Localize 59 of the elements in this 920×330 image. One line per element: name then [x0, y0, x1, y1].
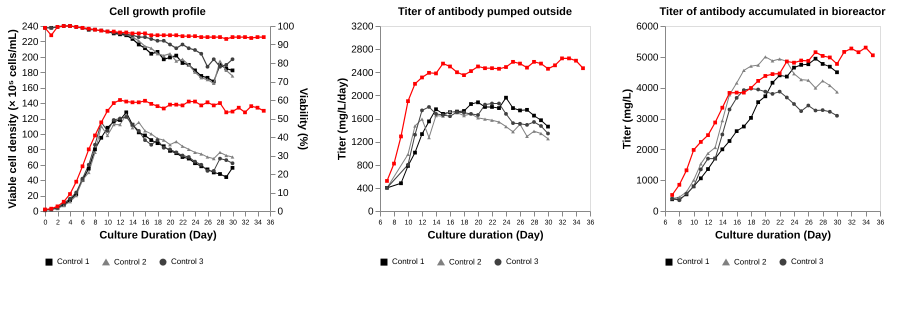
y2-tick-label: 70 — [278, 77, 290, 88]
y-tick-label: 140 — [22, 98, 39, 110]
y-tick-label: 4000 — [636, 83, 659, 94]
legend-label: Control 1 — [677, 257, 710, 266]
y-tick-label: 0 — [652, 206, 659, 218]
y2-tick-label: 50 — [278, 114, 290, 125]
y-tick-label: 6000 — [636, 22, 659, 32]
x-axis-title: Culture duration (Day) — [714, 230, 832, 242]
chart-title: Titer of antibody pumped outside — [398, 6, 572, 18]
y2-tick-label: 0 — [278, 206, 284, 218]
y-axis-title: Titer (mg/L/day) — [336, 78, 348, 160]
y-tick-label: 240 — [22, 22, 39, 32]
y-tick-label: 400 — [356, 183, 374, 194]
chart-title: Cell growth profile — [109, 6, 206, 18]
y-tick-label: 3200 — [351, 22, 374, 32]
legend-label: Control 3 — [791, 257, 824, 266]
y-tick-label: 2800 — [351, 44, 374, 56]
y-tick-label: 160 — [22, 83, 39, 94]
y-tick-label: 180 — [22, 68, 39, 79]
y2-tick-label: 60 — [278, 96, 290, 106]
y-tick-label: 3000 — [636, 114, 659, 125]
y-tick-label: 80 — [27, 144, 39, 156]
legend-label: Control 2 — [114, 257, 148, 266]
y-tick-label: 200 — [22, 52, 39, 64]
legend-label: Control 2 — [449, 257, 482, 266]
y-tick-label: 0 — [32, 206, 39, 218]
y2-tick-label: 100 — [278, 22, 295, 32]
y-axis-title: Viable cell density (× 10⁵ cells/mL) — [6, 28, 19, 209]
y-tick-label: 60 — [27, 160, 39, 172]
x-axis-title: Culture duration (Day) — [427, 230, 544, 242]
y-tick-label: 20 — [27, 191, 39, 202]
y2-tick-label: 80 — [278, 58, 290, 70]
y-tick-label: 1000 — [636, 176, 659, 187]
legend-label: Control 1 — [392, 257, 426, 266]
y-tick-label: 40 — [27, 176, 39, 187]
y2-tick-label: 20 — [278, 170, 290, 180]
chart-title: Titer of antibody accumulated in bioreactor — [660, 6, 886, 18]
y-tick-label: 2400 — [351, 68, 374, 79]
y2-axis-title: Viability (%) — [297, 88, 310, 150]
legend-label: Control 2 — [734, 257, 768, 266]
y2-tick-label: 30 — [278, 151, 290, 162]
y-tick-label: 800 — [356, 160, 374, 172]
y-tick-label: 0 — [368, 206, 374, 218]
y-tick-label: 1200 — [351, 137, 374, 148]
y-tick-label: 120 — [22, 114, 39, 125]
y2-tick-label: 90 — [278, 40, 290, 51]
y2-tick-label: 10 — [278, 188, 290, 199]
legend-label: Control 3 — [506, 257, 540, 266]
y2-tick-label: 40 — [278, 132, 290, 144]
legend-label: Control 1 — [57, 257, 90, 266]
y-tick-label: 220 — [22, 36, 39, 48]
y-tick-label: 5000 — [636, 52, 659, 64]
x-axis-title: Culture Duration (Day) — [99, 230, 217, 242]
y-tick-label: 2000 — [351, 90, 374, 102]
y-axis-title: Titer (mg/L) — [621, 88, 634, 150]
legend-label: Control 3 — [171, 257, 204, 266]
y-tick-label: 2000 — [636, 144, 659, 156]
y-tick-label: 1600 — [351, 114, 374, 125]
y-tick-label: 100 — [22, 129, 39, 140]
